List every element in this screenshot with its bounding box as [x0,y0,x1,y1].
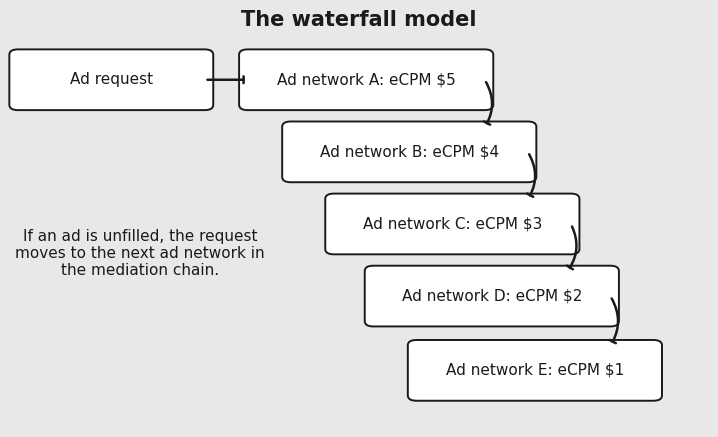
Text: Ad network C: eCPM $3: Ad network C: eCPM $3 [363,216,542,232]
FancyBboxPatch shape [239,49,493,110]
Text: Ad network E: eCPM $1: Ad network E: eCPM $1 [446,363,624,378]
Text: If an ad is unfilled, the request
moves to the next ad network in
the mediation : If an ad is unfilled, the request moves … [15,229,265,278]
FancyBboxPatch shape [408,340,662,401]
FancyBboxPatch shape [282,121,536,182]
Text: Ad request: Ad request [70,72,153,87]
Text: Ad network A: eCPM $5: Ad network A: eCPM $5 [277,72,455,87]
Text: The waterfall model: The waterfall model [241,10,477,30]
FancyBboxPatch shape [365,266,619,326]
Text: Ad network D: eCPM $2: Ad network D: eCPM $2 [401,288,582,304]
FancyBboxPatch shape [325,194,579,254]
FancyBboxPatch shape [9,49,213,110]
Text: Ad network B: eCPM $4: Ad network B: eCPM $4 [320,144,499,160]
